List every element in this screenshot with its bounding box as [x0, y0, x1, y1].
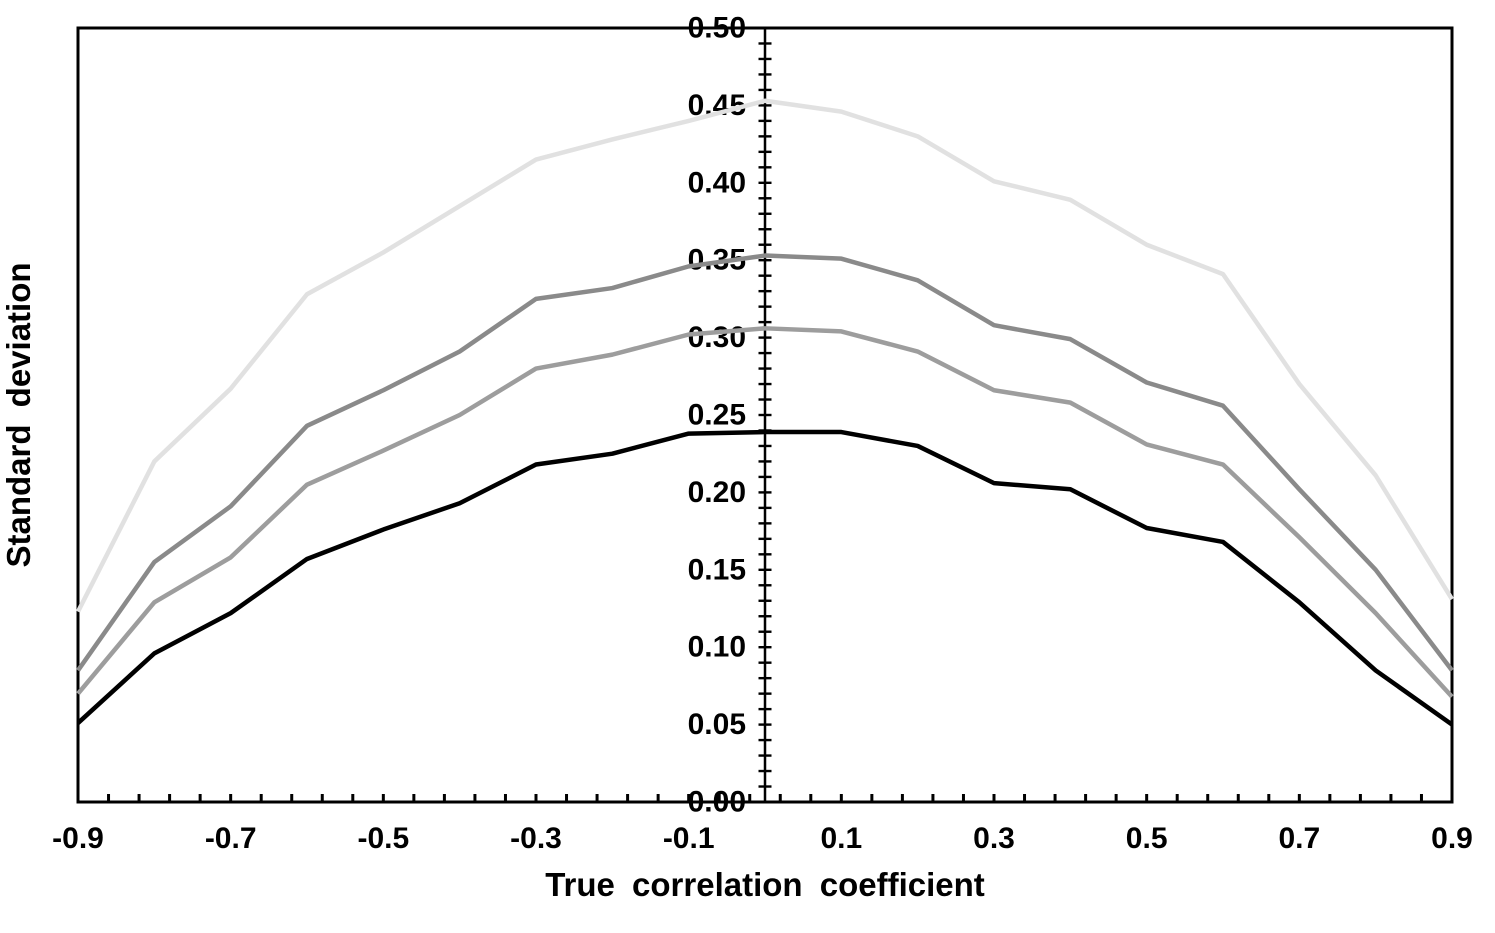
x-tick-label: -0.5 — [357, 822, 409, 855]
x-tick-label: 0.3 — [973, 822, 1015, 855]
y-tick-label: 0.00 — [688, 786, 746, 819]
y-tick-label: 0.20 — [688, 476, 746, 509]
y-tick-label: 0.50 — [688, 12, 746, 45]
x-tick-label: 0.1 — [820, 822, 862, 855]
y-tick-label: 0.10 — [688, 631, 746, 664]
series-line-4 — [76, 429, 1454, 727]
y-tick-label: 0.25 — [688, 399, 746, 432]
x-axis-ticks — [107, 794, 1423, 801]
x-tick-label: 0.9 — [1431, 822, 1473, 855]
x-tick-label: -0.1 — [663, 822, 715, 855]
x-tick-label: -0.9 — [52, 822, 104, 855]
y-tick-label: 0.05 — [688, 708, 746, 741]
x-axis-title: True correlation coefficient — [545, 866, 985, 903]
series-lines — [75, 98, 1454, 727]
y-tick-label: 0.30 — [688, 321, 746, 354]
y-axis-title: Standard deviation — [0, 262, 37, 567]
series-line-2 — [76, 253, 1454, 672]
center-y-axis — [758, 28, 772, 802]
series-line-1 — [75, 98, 1454, 613]
x-axis-labels: -0.9 -0.7 -0.5 -0.3 -0.1 0.1 0.3 0.5 0.7 0.9 — [52, 822, 1473, 855]
x-tick-label: 0.5 — [1126, 822, 1168, 855]
x-tick-label: -0.7 — [205, 822, 257, 855]
x-tick-label: -0.3 — [510, 822, 562, 855]
series-line-3 — [76, 326, 1454, 699]
y-tick-label: 0.40 — [688, 166, 746, 199]
x-tick-label: 0.7 — [1278, 822, 1320, 855]
y-tick-label: 0.15 — [688, 553, 746, 586]
